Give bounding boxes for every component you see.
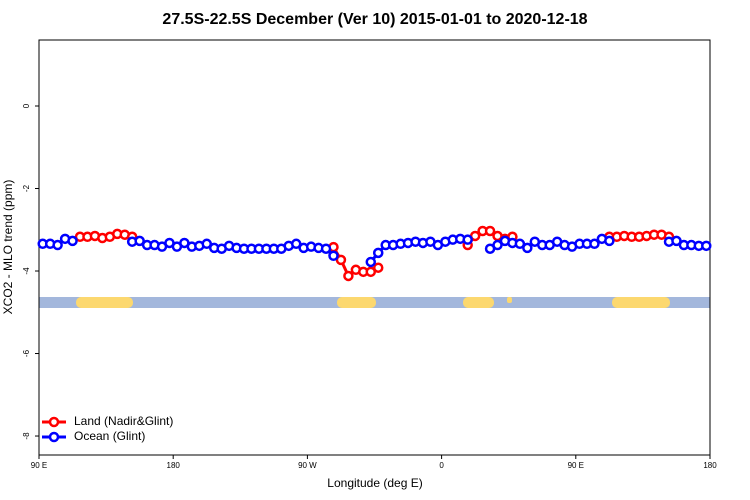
data-point xyxy=(522,242,533,254)
data-point xyxy=(514,238,526,250)
y-tick-label: -6 xyxy=(22,349,31,357)
plot-frame xyxy=(38,39,711,456)
data-point xyxy=(365,256,377,268)
x-tick-label: 90 E xyxy=(568,461,584,470)
land-band xyxy=(612,297,670,308)
x-axis-label: Longitude (deg E) xyxy=(327,476,422,490)
y-tick-label: -2 xyxy=(22,184,31,192)
data-point xyxy=(335,254,347,266)
data-point xyxy=(67,235,78,247)
data-point xyxy=(134,235,145,247)
y-tick-label: -8 xyxy=(22,432,31,440)
chart-title: 27.5S-22.5S December (Ver 10) 2015-01-01… xyxy=(162,11,587,28)
data-point xyxy=(52,239,63,251)
land-band xyxy=(76,297,133,308)
data-point xyxy=(372,262,384,273)
data-point xyxy=(201,238,212,250)
land-band xyxy=(337,297,376,308)
surface-band xyxy=(39,297,710,308)
data-point xyxy=(462,234,473,245)
data-point xyxy=(372,247,384,259)
data-point xyxy=(492,239,503,251)
data-point xyxy=(320,243,332,254)
y-tick-label: -4 xyxy=(22,267,31,275)
land-band xyxy=(463,297,494,308)
data-point xyxy=(604,235,615,247)
legend-label: Land (Nadir&Glint) xyxy=(74,414,173,428)
data-point xyxy=(365,266,377,278)
y-tick-label: 0 xyxy=(22,103,31,108)
x-tick-label: 90 W xyxy=(298,461,317,470)
x-tick-label: 180 xyxy=(703,461,717,470)
legend-marker xyxy=(48,416,60,428)
data-point xyxy=(701,240,712,252)
data-point xyxy=(484,225,496,237)
x-tick-label: 90 E xyxy=(31,461,47,470)
data-point xyxy=(343,270,354,282)
x-tick-label: 0 xyxy=(439,461,444,470)
legend-marker xyxy=(48,431,60,443)
data-point xyxy=(328,250,339,262)
data-point xyxy=(589,238,600,250)
y-axis-label: XCO2 - MLO trend (ppm) xyxy=(1,180,15,315)
land-band xyxy=(507,297,512,303)
x-tick-label: 180 xyxy=(167,461,181,470)
data-point xyxy=(671,235,682,247)
legend-label: Ocean (Glint) xyxy=(74,429,145,443)
data-point xyxy=(290,238,302,250)
